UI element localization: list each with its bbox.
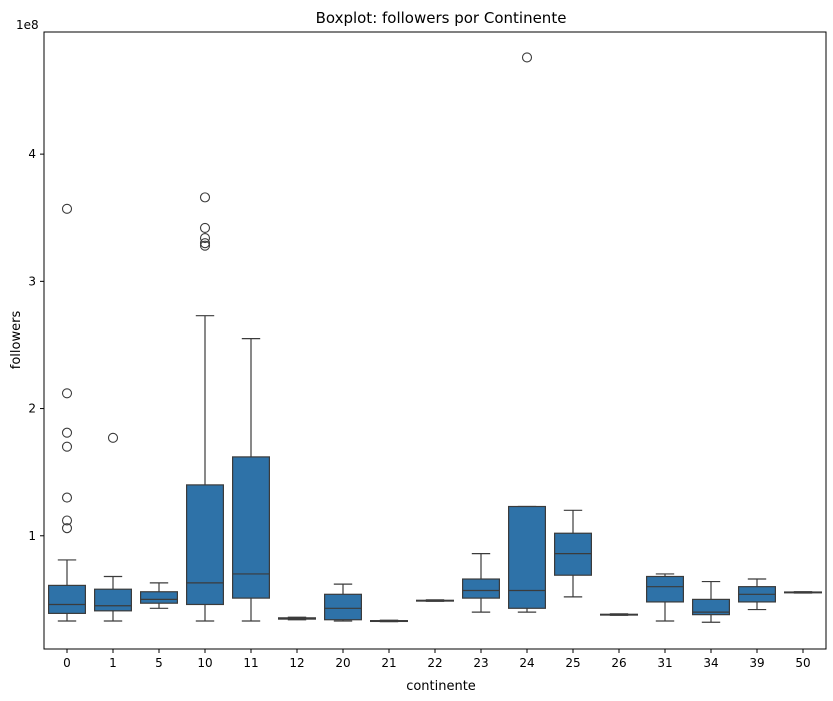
box-group-20 bbox=[324, 583, 363, 622]
y-tick-label: 2 bbox=[28, 402, 36, 416]
box-group-39 bbox=[737, 578, 776, 611]
x-tick-label: 34 bbox=[703, 656, 718, 670]
outlier-point bbox=[107, 432, 119, 443]
box-group-1 bbox=[93, 432, 132, 622]
x-tick-label: 11 bbox=[243, 656, 258, 670]
y-tick-label: 3 bbox=[28, 274, 36, 288]
chart-title: Boxplot: followers por Continente bbox=[316, 9, 567, 27]
outlier-point bbox=[61, 203, 73, 214]
x-tick-label: 12 bbox=[289, 656, 304, 670]
box-group-24 bbox=[508, 52, 547, 613]
outlier-point bbox=[199, 238, 211, 249]
x-tick-label: 22 bbox=[427, 656, 442, 670]
box-group-50 bbox=[783, 591, 822, 594]
outlier-point bbox=[199, 240, 211, 251]
x-tick-label: 25 bbox=[565, 656, 580, 670]
x-tick-label: 5 bbox=[155, 656, 163, 670]
outlier-point bbox=[61, 427, 73, 438]
x-tick-label: 10 bbox=[197, 656, 212, 670]
box-iqr bbox=[140, 591, 179, 604]
box-group-34 bbox=[691, 580, 730, 623]
x-tick-label: 50 bbox=[795, 656, 810, 670]
y-axis-multiplier: 1e8 bbox=[16, 18, 39, 32]
x-tick-label: 1 bbox=[109, 656, 117, 670]
box-group-0 bbox=[47, 203, 86, 622]
box-group-31 bbox=[645, 573, 684, 622]
x-tick-label: 23 bbox=[473, 656, 488, 670]
x-tick-label: 31 bbox=[657, 656, 672, 670]
x-tick-label: 21 bbox=[381, 656, 396, 670]
box-group-25 bbox=[553, 509, 592, 598]
box-group-10 bbox=[186, 192, 225, 622]
box-iqr bbox=[186, 484, 225, 606]
box-group-21 bbox=[370, 619, 409, 623]
outlier-point bbox=[199, 222, 211, 233]
box-iqr bbox=[232, 456, 271, 599]
box-group-5 bbox=[140, 582, 179, 609]
x-axis-label: continente bbox=[406, 679, 476, 694]
outlier-point bbox=[61, 388, 73, 399]
outlier-point bbox=[61, 515, 73, 526]
box-iqr bbox=[462, 578, 501, 599]
x-tick-label: 24 bbox=[519, 656, 534, 670]
box-iqr bbox=[93, 588, 132, 612]
box-iqr bbox=[691, 598, 730, 616]
x-tick-label: 39 bbox=[749, 656, 764, 670]
box-group-23 bbox=[462, 552, 501, 613]
outlier-point bbox=[61, 523, 73, 534]
y-tick-label: 1 bbox=[28, 529, 36, 543]
box-group-11 bbox=[232, 337, 271, 622]
outlier-point bbox=[521, 52, 533, 63]
box-iqr bbox=[47, 584, 86, 614]
x-tick-label: 0 bbox=[63, 656, 71, 670]
box-iqr bbox=[324, 593, 363, 621]
box-iqr bbox=[645, 575, 684, 603]
box-iqr bbox=[508, 505, 547, 609]
outlier-point bbox=[61, 492, 73, 503]
y-axis-label: followers bbox=[9, 311, 24, 370]
box-group-22 bbox=[416, 599, 455, 602]
plot-area bbox=[47, 52, 822, 623]
y-tick-label: 4 bbox=[28, 147, 36, 161]
outlier-point bbox=[61, 441, 73, 452]
plot-frame bbox=[43, 31, 827, 650]
box-group-26 bbox=[599, 613, 638, 616]
outlier-point bbox=[199, 233, 211, 244]
box-group-12 bbox=[278, 616, 317, 621]
outlier-point bbox=[199, 192, 211, 203]
x-tick-label: 20 bbox=[335, 656, 350, 670]
x-tick-label: 26 bbox=[611, 656, 626, 670]
box-iqr bbox=[553, 532, 592, 576]
